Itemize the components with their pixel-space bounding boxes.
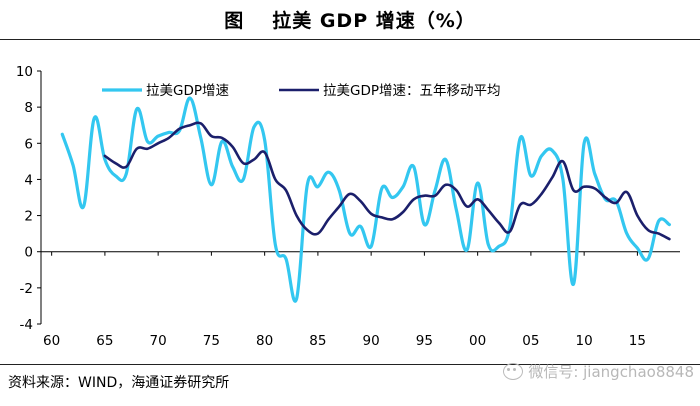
x-tick-label: 95 <box>416 333 433 349</box>
figure-title-bar: 图 拉美 GDP 增速（%） <box>0 0 700 38</box>
y-tick-label: -4 <box>20 317 33 333</box>
x-tick-label: 70 <box>150 333 167 349</box>
x-tick-label: 00 <box>469 333 486 349</box>
x-tick-label: 15 <box>629 333 646 349</box>
y-tick-label: 2 <box>24 209 33 225</box>
legend-label: 拉美GDP增速：五年移动平均 <box>323 83 501 99</box>
series-group <box>60 96 671 303</box>
series-five-year-moving-average <box>103 121 671 241</box>
x-tick-label: 80 <box>256 333 273 349</box>
y-tick-label: 8 <box>24 100 33 116</box>
watermark-text: 微信号: jiangchao8848 <box>528 363 694 381</box>
x-tick-label: 75 <box>203 333 220 349</box>
y-tick-label: 0 <box>24 245 33 261</box>
figure-label: 图 <box>224 9 245 32</box>
axes-group: -4 -2 0 2 4 6 8 10 60 65 70 75 80 85 90 95 00 05 10 15 <box>16 64 680 349</box>
figure-title: 拉美 GDP 增速（%） <box>272 9 476 32</box>
x-tick-label: 90 <box>363 333 380 349</box>
legend-group: 拉美GDP增速 拉美GDP增速：五年移动平均 <box>102 83 501 99</box>
y-tick-label: 10 <box>16 64 33 80</box>
x-tick-label: 60 <box>43 333 60 349</box>
top-rule <box>0 39 700 40</box>
legend-label: 拉美GDP增速 <box>146 83 229 99</box>
x-tick-label: 10 <box>576 333 593 349</box>
x-tick-label: 85 <box>309 333 326 349</box>
gdp-growth-chart: -4 -2 0 2 4 6 8 10 60 65 70 75 80 85 90 95 00 05 10 15 拉美GD… <box>16 64 680 349</box>
watermark: 微信号: jiangchao8848 <box>503 361 694 382</box>
series-annual-gdp-growth <box>60 96 671 303</box>
bottom-rule <box>0 364 700 365</box>
x-tick-label: 05 <box>522 333 539 349</box>
source-note: 资料来源：WIND，海通证券研究所 <box>8 375 230 391</box>
wechat-icon <box>503 363 524 380</box>
y-tick-label: -2 <box>20 281 33 297</box>
y-tick-label: 6 <box>24 136 33 152</box>
y-tick-label: 4 <box>24 172 33 188</box>
x-tick-label: 65 <box>96 333 113 349</box>
